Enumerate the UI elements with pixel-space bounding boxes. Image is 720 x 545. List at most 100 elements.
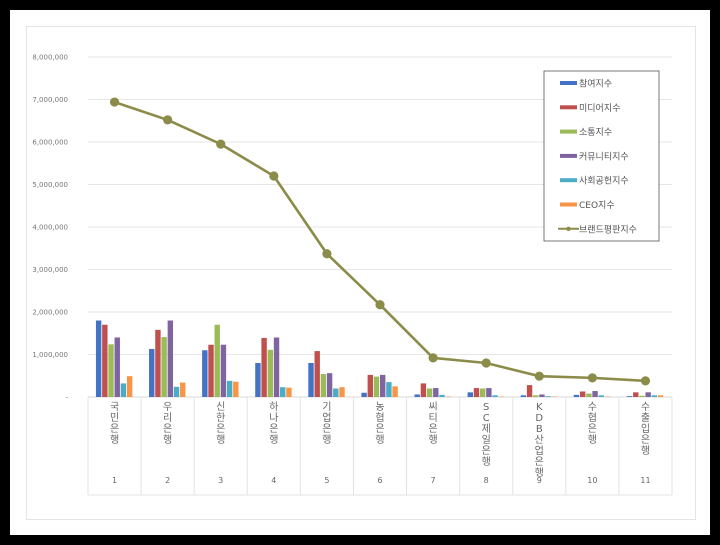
category-label-char: 행: [375, 434, 384, 446]
rank-label: 2: [165, 476, 170, 485]
legend-swatch: [560, 81, 577, 85]
line-marker: [269, 171, 279, 181]
y-tick-label: 8,000,000: [32, 54, 68, 62]
category-label-char: 나: [269, 412, 278, 424]
bar: [545, 396, 551, 397]
category-label-char: 국: [110, 401, 119, 413]
bar: [551, 396, 558, 398]
bar: [539, 394, 545, 397]
bar: [114, 337, 120, 397]
category-label-char: 은: [428, 423, 437, 435]
category-label-char: 행: [482, 456, 491, 468]
category-label-char: K: [536, 402, 543, 413]
bar: [426, 388, 433, 397]
line-marker: [216, 139, 226, 149]
category-label-char: 출: [641, 412, 650, 424]
bar: [380, 374, 386, 397]
bar: [108, 344, 114, 397]
legend-swatch: [560, 202, 577, 207]
bar: [526, 385, 533, 397]
category-label-char: 은: [163, 423, 172, 435]
category-label-char: 은: [482, 445, 491, 457]
legend-label: 참여지수: [579, 78, 612, 90]
y-tick-label: 7,000,000: [32, 96, 68, 104]
category-label-char: 행: [641, 445, 650, 457]
rank-label: 5: [324, 476, 329, 485]
category-label-char: B: [536, 424, 543, 435]
category-label-char: S: [483, 402, 489, 413]
bar: [102, 324, 108, 397]
category-label-char: 농: [375, 401, 384, 413]
bar: [626, 396, 633, 397]
bar: [592, 391, 598, 397]
line-marker: [640, 376, 651, 386]
bar: [120, 383, 127, 397]
bar: [573, 394, 580, 397]
bar: [261, 337, 267, 397]
bar: [214, 324, 220, 397]
bar: [657, 395, 664, 397]
line-marker: [375, 300, 385, 310]
y-tick-label: 2,000,000: [32, 309, 68, 317]
bar: [386, 382, 392, 397]
category-label-char: 행: [428, 434, 437, 446]
category-label-char: 기: [322, 401, 331, 413]
bar: [598, 395, 604, 397]
bar: [320, 374, 327, 397]
bar: [645, 392, 651, 397]
chart-frame: - 1,000,000 2,000,000 3,000,000 4,000,000 5,0…: [10, 10, 710, 535]
bar: [220, 344, 227, 397]
category-label-char: 은: [535, 456, 544, 468]
bar: [498, 396, 504, 398]
bar: [420, 383, 427, 397]
bar: [286, 387, 292, 397]
line-marker: [428, 353, 438, 363]
bar: [255, 363, 261, 397]
bar: [173, 386, 180, 397]
category-label-char: 은: [641, 434, 650, 446]
bar: [639, 395, 645, 397]
line-marker: [481, 358, 491, 368]
category-label-char: 한: [216, 412, 225, 424]
bar: [439, 394, 445, 397]
rank-label: 8: [484, 476, 489, 485]
bar: [651, 395, 658, 397]
y-tick-label: 6,000,000: [32, 139, 68, 147]
category-label-char: 은: [269, 423, 278, 435]
bar: [414, 394, 420, 397]
category-label-char: 리: [163, 412, 172, 424]
line-marker: [109, 97, 120, 107]
brand-reputation-chart: - 1,000,000 2,000,000 3,000,000 4,000,000 5,0…: [32, 54, 673, 496]
y-tick-label: -: [65, 394, 68, 402]
bar: [333, 388, 339, 397]
rank-label: 9: [537, 476, 542, 485]
bar: [473, 388, 480, 397]
category-label-char: C: [483, 413, 490, 424]
bar: [126, 376, 133, 397]
bar: [361, 392, 367, 397]
bar: [167, 320, 174, 397]
category-label-char: 협: [375, 411, 384, 424]
legend-swatch: [560, 178, 577, 183]
category-label-char: 행: [216, 434, 225, 446]
bar: [308, 363, 314, 397]
bar: [492, 395, 498, 397]
rank-label: 6: [377, 476, 382, 485]
category-label-char: 티: [428, 412, 437, 424]
bar: [586, 393, 592, 397]
bar: [339, 387, 345, 397]
bar: [280, 387, 286, 397]
legend-label: 사회공헌지수: [579, 176, 629, 187]
category-label-char: 신: [216, 401, 225, 413]
bar: [433, 388, 439, 397]
y-tick-label: 1,000,000: [32, 351, 68, 359]
category-label-char: 행: [535, 467, 544, 479]
category-label-char: 행: [110, 434, 119, 446]
category-label-char: 은: [110, 423, 119, 435]
y-tick-label: 3,000,000: [32, 266, 68, 274]
rank-label: 1: [112, 476, 117, 485]
bar: [445, 396, 451, 398]
legend-marker: [566, 226, 571, 231]
bar: [533, 395, 539, 397]
bar: [161, 337, 167, 397]
